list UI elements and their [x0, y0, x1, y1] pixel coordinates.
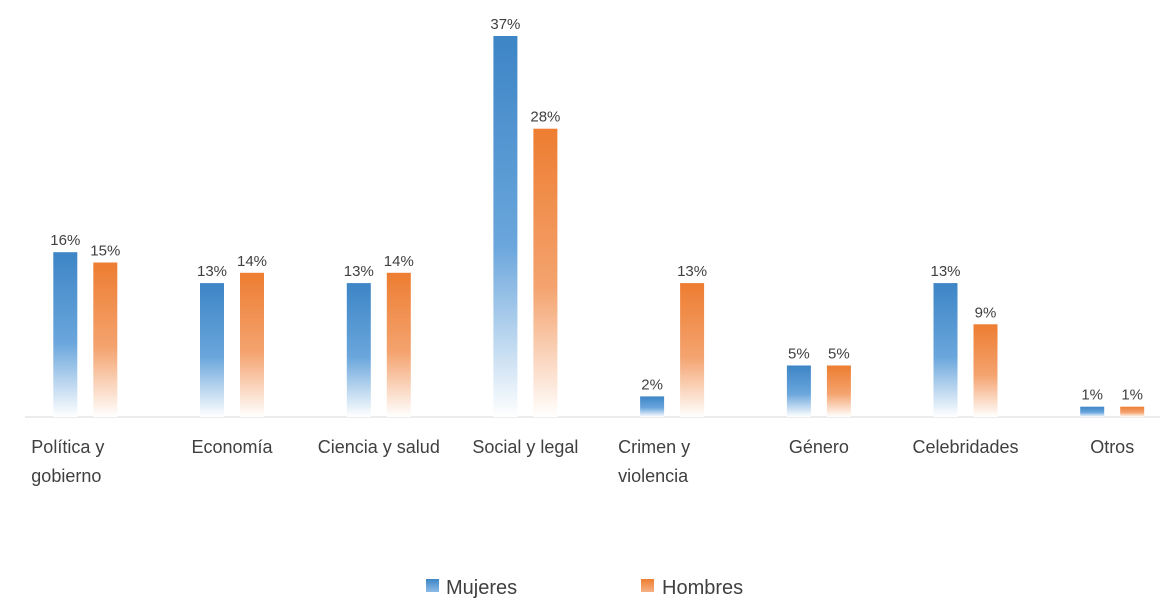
- data-label-mujeres-7: 1%: [1081, 387, 1103, 404]
- data-label-hombres-4: 13%: [677, 263, 707, 280]
- data-label-mujeres-6: 13%: [930, 263, 960, 280]
- data-label-hombres-5: 5%: [828, 346, 850, 363]
- bar-mujeres-5: [786, 365, 811, 417]
- data-label-mujeres-5: 5%: [788, 346, 810, 363]
- bars-group: [53, 36, 1145, 417]
- bar-hombres-6: [973, 324, 998, 417]
- bar-hombres-5: [826, 365, 851, 417]
- bar-mujeres-2: [346, 283, 371, 417]
- category-label-2-line-0: Ciencia y salud: [318, 437, 440, 457]
- legend-label-hombres: Hombres: [662, 577, 743, 598]
- data-label-hombres-1: 14%: [237, 253, 267, 270]
- data-label-hombres-3: 28%: [530, 109, 560, 126]
- data-label-mujeres-0: 16%: [50, 232, 80, 249]
- category-label-0-line-0: Política y: [31, 437, 104, 457]
- data-label-mujeres-3: 37%: [490, 16, 520, 33]
- category-label-6-line-0: Celebridades: [912, 437, 1018, 457]
- category-label-0-line-1: gobierno: [31, 466, 101, 486]
- bar-mujeres-6: [933, 283, 958, 417]
- bar-hombres-1: [240, 272, 264, 417]
- bar-hombres-7: [1120, 406, 1145, 417]
- category-label-4-line-1: violencia: [618, 466, 689, 486]
- bar-mujeres-1: [200, 283, 224, 417]
- bar-mujeres-4: [640, 396, 665, 417]
- bar-mujeres-0: [53, 252, 78, 417]
- bar-hombres-2: [386, 272, 411, 417]
- category-labels-group: Política y gobierno Economía Ciencia y salu…: [31, 437, 1134, 486]
- category-label-1-line-0: Economía: [191, 437, 273, 457]
- bar-mujeres-3: [493, 36, 518, 417]
- legend-swatch-hombres: [641, 579, 654, 592]
- category-label-3-line-0: Social y legal: [472, 437, 578, 457]
- category-label-7-line-0: Otros: [1090, 437, 1134, 457]
- legend-swatch-mujeres: [426, 579, 439, 592]
- data-label-hombres-0: 15%: [90, 243, 120, 260]
- bar-mujeres-7: [1080, 406, 1105, 417]
- data-labels-group: 16% 15% 13% 14% 13% 14% 37% 28% 2% 13% 5% 5% 13% 9% 1%…: [50, 16, 1143, 404]
- legend-label-mujeres: Mujeres: [446, 577, 517, 598]
- bar-hombres-4: [680, 283, 705, 417]
- category-label-5-line-0: Género: [789, 437, 849, 457]
- data-label-mujeres-1: 13%: [197, 263, 227, 280]
- legend: Mujeres Hombres: [426, 577, 743, 598]
- data-label-mujeres-2: 13%: [344, 263, 374, 280]
- bar-hombres-0: [93, 262, 118, 417]
- data-label-hombres-7: 1%: [1121, 387, 1143, 404]
- category-label-4-line-0: Crimen y: [618, 437, 690, 457]
- data-label-hombres-6: 9%: [975, 304, 997, 321]
- data-label-hombres-2: 14%: [384, 253, 414, 270]
- data-label-mujeres-4: 2%: [641, 376, 663, 393]
- bar-hombres-3: [533, 128, 558, 417]
